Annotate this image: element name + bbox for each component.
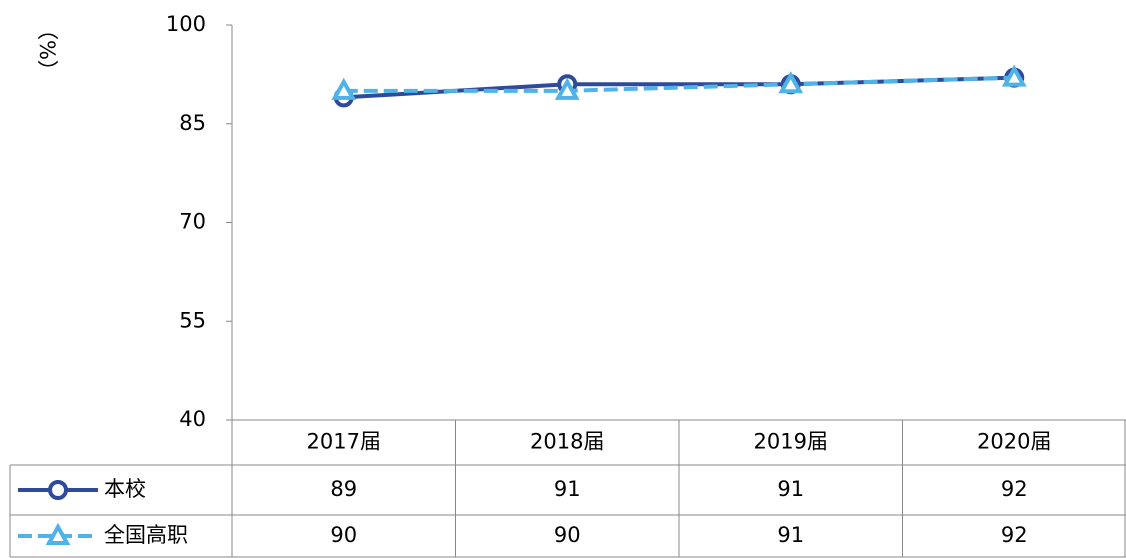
point [1001, 64, 1027, 87]
table-value: 91 [777, 523, 804, 547]
y-axis-label: （%） [35, 19, 59, 81]
legend-label: 全国高职 [104, 523, 188, 547]
table-value: 90 [330, 523, 357, 547]
table-value: 92 [1001, 523, 1028, 547]
table-value: 90 [554, 523, 581, 547]
x-tick-label: 2018届 [530, 430, 604, 454]
point [778, 71, 804, 94]
point [554, 77, 580, 100]
y-tick-label: 40 [179, 407, 206, 431]
table-value: 91 [554, 477, 581, 501]
legend-label: 本校 [104, 477, 146, 501]
line [343, 75, 1015, 93]
x-tick-label: 2017届 [307, 430, 381, 454]
x-tick-label: 2019届 [754, 430, 828, 454]
y-tick-label: 100 [166, 12, 206, 36]
y-tick-label: 70 [179, 210, 206, 234]
table-value: 92 [1001, 477, 1028, 501]
y-tick-label: 85 [179, 111, 206, 135]
legend-marker [45, 522, 71, 545]
x-tick-label: 2020届 [977, 430, 1051, 454]
legend-marker [48, 480, 68, 500]
table-value: 91 [777, 477, 804, 501]
table-value: 89 [330, 477, 357, 501]
point [331, 77, 357, 100]
y-tick-label: 55 [179, 308, 206, 332]
